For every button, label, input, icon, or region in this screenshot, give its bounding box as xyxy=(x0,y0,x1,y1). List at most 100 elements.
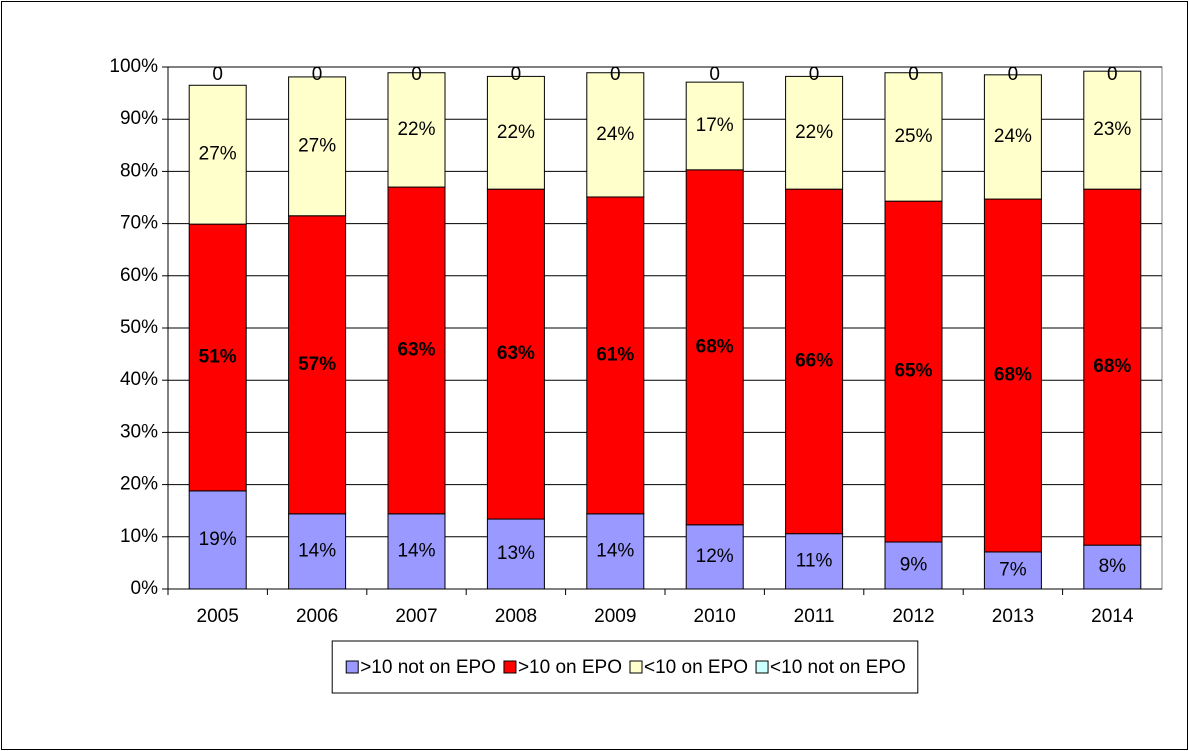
data-label: 68% xyxy=(696,336,734,357)
bar-segment xyxy=(188,490,247,590)
bar-segment xyxy=(685,524,744,590)
data-label: 0 xyxy=(709,64,720,85)
data-label: 8% xyxy=(1099,556,1127,577)
legend-swatch xyxy=(629,660,643,674)
x-tick-label: 2009 xyxy=(594,606,636,627)
bar-segment xyxy=(983,551,1042,590)
data-label: 7% xyxy=(999,559,1027,580)
bar-segment xyxy=(586,72,645,198)
x-tick-label: 2012 xyxy=(892,606,934,627)
bar-segment xyxy=(884,200,943,543)
bar-segment xyxy=(884,541,943,590)
data-label: 0 xyxy=(908,64,919,85)
legend-box xyxy=(331,640,919,694)
data-label: 57% xyxy=(298,354,336,375)
y-tick-label: 0% xyxy=(131,578,159,599)
y-tick-label: 40% xyxy=(120,369,158,390)
bar-segment xyxy=(785,75,844,190)
data-label: 63% xyxy=(497,343,535,364)
x-tick-label: 2005 xyxy=(197,606,239,627)
bar-segment xyxy=(288,76,347,217)
legend-swatch xyxy=(345,660,359,674)
y-tick-label: 100% xyxy=(109,56,158,77)
bar-segment xyxy=(685,81,744,171)
bar-segment xyxy=(387,513,446,590)
y-tick-label: 70% xyxy=(120,213,158,234)
y-tick-label: 10% xyxy=(120,526,158,547)
bar-segment xyxy=(387,186,446,515)
data-label: 22% xyxy=(397,119,435,140)
bar-segment xyxy=(288,513,347,590)
x-tick-label: 2010 xyxy=(694,606,736,627)
bar-segment xyxy=(685,169,744,526)
data-label: 27% xyxy=(199,144,237,165)
data-label: 0 xyxy=(1008,64,1019,85)
data-label: 0 xyxy=(610,64,621,85)
data-label: 13% xyxy=(497,543,535,564)
x-tick-label: 2013 xyxy=(992,606,1034,627)
data-label: 68% xyxy=(1093,356,1131,377)
data-label: 14% xyxy=(397,540,435,561)
bar-segment xyxy=(188,84,247,225)
legend-swatch xyxy=(503,660,517,674)
legend-label: >10 not on EPO xyxy=(360,657,496,678)
data-label: 0 xyxy=(411,64,422,85)
data-label: 0 xyxy=(511,64,522,85)
bar-segment xyxy=(188,223,247,492)
bar-segment xyxy=(983,198,1042,553)
data-label: 0 xyxy=(1107,64,1118,85)
data-label: 63% xyxy=(397,339,435,360)
y-tick-label: 80% xyxy=(120,160,158,181)
data-label: 14% xyxy=(596,540,634,561)
bar-segment xyxy=(486,188,545,520)
data-label: 22% xyxy=(795,122,833,143)
bar-segment xyxy=(983,74,1042,200)
data-label: 0 xyxy=(809,64,820,85)
bar-segment xyxy=(884,72,943,202)
legend-swatch xyxy=(755,660,769,674)
data-label: 24% xyxy=(994,126,1032,147)
data-label: 9% xyxy=(900,555,928,576)
y-tick-label: 90% xyxy=(120,108,158,129)
data-label: 11% xyxy=(796,550,833,571)
y-tick-label: 50% xyxy=(120,317,158,338)
legend: >10 not on EPO >10 on EPO <10 on EPO <10 no… xyxy=(331,640,919,694)
bar-segment xyxy=(785,533,844,590)
x-tick-label: 2014 xyxy=(1091,606,1134,627)
legend-label: >10 on EPO xyxy=(518,657,622,678)
data-label: 27% xyxy=(298,135,336,156)
bar-segment xyxy=(586,196,645,515)
data-label: 23% xyxy=(1093,119,1131,140)
bar-segment xyxy=(486,75,545,190)
bar-segment xyxy=(785,188,844,535)
y-tick-label: 20% xyxy=(120,474,158,495)
data-label: 25% xyxy=(894,126,932,147)
data-label: 68% xyxy=(994,365,1032,386)
data-label: 61% xyxy=(596,344,634,365)
data-label: 12% xyxy=(696,546,734,567)
bar-segment xyxy=(486,518,545,590)
y-tick-label: 30% xyxy=(120,421,158,442)
bar-segment xyxy=(586,513,645,590)
data-label: 51% xyxy=(199,347,237,368)
data-label: 22% xyxy=(497,122,535,143)
data-label: 24% xyxy=(596,124,634,145)
legend-label: <10 not on EPO xyxy=(770,657,906,678)
x-tick-label: 2008 xyxy=(495,606,537,627)
data-label: 19% xyxy=(199,529,237,550)
data-label: 66% xyxy=(795,350,833,371)
bar-segment xyxy=(1083,544,1142,590)
bar-segment xyxy=(1083,70,1142,190)
x-tick-label: 2007 xyxy=(395,606,437,627)
x-tick-label: 2006 xyxy=(296,606,338,627)
data-label: 14% xyxy=(298,540,336,561)
data-label: 17% xyxy=(696,115,734,136)
legend-label: <10 on EPO xyxy=(644,657,748,678)
bar-segment xyxy=(387,72,446,188)
data-label: 0 xyxy=(312,64,323,85)
data-label: 0 xyxy=(212,64,223,85)
y-tick-label: 60% xyxy=(120,265,158,286)
data-label: 65% xyxy=(894,361,932,382)
x-tick-label: 2011 xyxy=(794,606,835,627)
